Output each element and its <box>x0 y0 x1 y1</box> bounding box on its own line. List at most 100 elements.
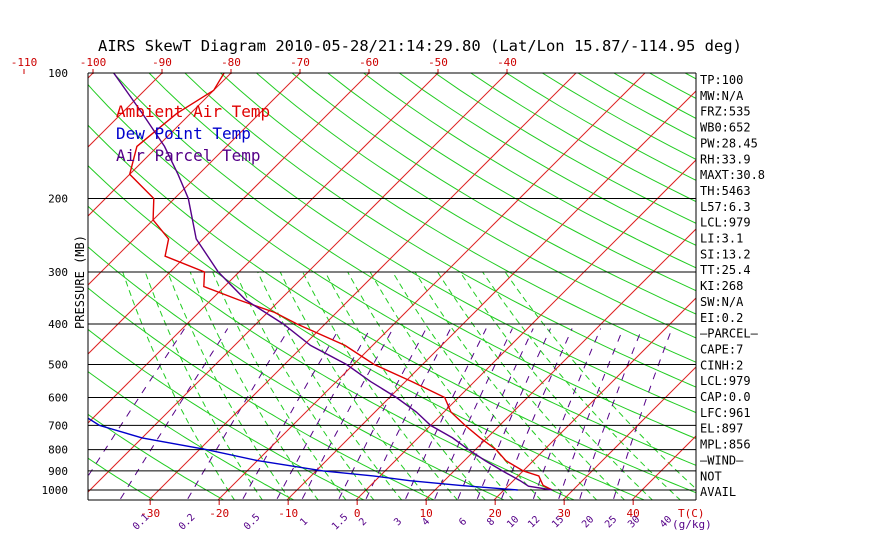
isotherm <box>286 90 696 500</box>
dry-adiabat <box>0 73 14 501</box>
isotherm <box>88 73 508 493</box>
axis-labels: PRESSURE (MB) T(C) (g/kg) <box>73 235 712 531</box>
mixing-ratio-label: 0.2 <box>177 512 198 533</box>
dry-adiabat <box>220 73 696 363</box>
y-axis-label: PRESSURE (MB) <box>73 235 87 329</box>
bottom-temp-tick-label: 10 <box>420 507 433 520</box>
bottom-temp-tick-label: 20 <box>489 507 502 520</box>
isotherm <box>424 228 696 500</box>
moist-adiabat <box>392 271 570 500</box>
dry-adiabat <box>113 73 696 440</box>
bottom-temp-tick-label: 0 <box>354 507 361 520</box>
stability-index-label: NOT <box>700 469 722 483</box>
pressure-tick-label: 400 <box>48 318 68 331</box>
dry-adiabat <box>363 73 696 269</box>
mixing-ratio-line <box>405 328 487 500</box>
mixing-ratio-unit-label: (g/kg) <box>672 518 712 531</box>
isotherm <box>562 366 696 500</box>
bottom-temp-tick-label: -30 <box>140 507 160 520</box>
mixing-ratio-label: 10 <box>505 514 521 530</box>
pressure-tick-label: 300 <box>48 266 68 279</box>
x-axis-unit-label: T(C) <box>678 507 705 520</box>
stability-index-label: TP:100 <box>700 73 743 87</box>
mixing-ratio-line <box>434 328 513 499</box>
isotherm <box>493 297 696 500</box>
dry-adiabat <box>88 164 646 500</box>
stability-index-label: FRZ:535 <box>700 105 751 119</box>
mixing-ratio-label: 3 <box>392 516 404 528</box>
mixing-ratio-line <box>457 328 534 499</box>
top-temp-tick-label: -80 <box>221 56 241 69</box>
stability-index-label: CAP:0.0 <box>700 390 751 404</box>
mixing-ratio-line <box>187 328 290 500</box>
top-temp-tick-label: -90 <box>152 56 172 69</box>
stability-index-label: TH:5463 <box>700 184 751 198</box>
moist-adiabat <box>504 271 696 490</box>
moist-adiabats <box>122 271 696 500</box>
isotherm <box>769 54 870 501</box>
series-line-ambient-air-temp <box>128 73 553 491</box>
stability-index-label: L57:6.3 <box>700 200 751 214</box>
mixing-ratio-line <box>120 328 229 500</box>
pressure-tick-label: 900 <box>48 465 68 478</box>
moist-adiabat <box>414 271 598 500</box>
mixing-ratio-line <box>365 328 452 500</box>
pressure-tick-label: 700 <box>48 419 68 432</box>
top-temp-tick-label: -50 <box>428 56 448 69</box>
stability-index-label: SI:13.2 <box>700 247 751 261</box>
moist-adiabat <box>324 271 486 500</box>
isotherm <box>88 73 301 286</box>
stability-index-label: MW:N/A <box>700 89 744 103</box>
moist-adiabat <box>459 271 654 500</box>
dry-adiabat <box>0 73 84 501</box>
mixing-ratio-label: 0.5 <box>242 512 263 533</box>
moist-adiabat <box>212 271 347 500</box>
dry-adiabat <box>327 73 696 292</box>
stability-index-label: SW:N/A <box>700 295 744 309</box>
mixing-ratio-line <box>88 328 186 478</box>
moist-adiabat <box>437 271 626 500</box>
series-line-dew-point-temp <box>88 417 518 491</box>
stability-index-label: EI:0.2 <box>700 311 743 325</box>
bottom-temp-tick-label: -20 <box>209 507 229 520</box>
pressure-tick-label: 1000 <box>42 484 69 497</box>
isotherm <box>88 73 439 424</box>
mixing-ratio-label: 6 <box>457 516 469 528</box>
legend-dew-point-temp: Dew Point Temp <box>116 124 251 143</box>
mixing-ratio-line <box>501 328 573 499</box>
isotherm <box>88 73 370 355</box>
dry-adiabat <box>291 73 696 315</box>
mixing-ratio-label: 1 <box>298 516 310 528</box>
stability-index-label: —WIND— <box>700 453 744 467</box>
top-temp-tick-label: -100 <box>80 56 107 69</box>
moist-adiabat <box>482 271 681 500</box>
moist-adiabat <box>279 271 431 500</box>
stability-index-label: LI:3.1 <box>700 232 743 246</box>
isotherm <box>88 73 232 217</box>
isotherm <box>148 73 577 500</box>
moist-adiabat <box>122 271 236 500</box>
stability-index-label: KI:268 <box>700 279 743 293</box>
mixing-ratio-label: 2 <box>357 516 369 528</box>
top-temp-tick-label: -110 <box>11 56 38 69</box>
bottom-temp-tick-label: 30 <box>558 507 571 520</box>
stability-index-label: AVAIL <box>700 485 736 499</box>
moist-adiabat <box>144 271 263 500</box>
pressure-tick-label: 500 <box>48 358 68 371</box>
moist-adiabat <box>369 271 542 500</box>
stability-index-label: RH:33.9 <box>700 152 751 166</box>
isotherm <box>217 73 646 500</box>
mixing-ratio-line <box>476 328 551 499</box>
isotherm <box>0 54 43 501</box>
mixing-ratio-line <box>613 328 673 499</box>
mixing-ratio-line <box>338 328 427 500</box>
stability-index-label: WB0:652 <box>700 121 751 135</box>
legend: Ambient Air Temp Dew Point Temp Air Parc… <box>116 102 270 165</box>
dry-adiabat <box>757 73 870 501</box>
mixing-ratio-line <box>276 328 371 500</box>
stability-index-label: CAPE:7 <box>700 342 743 356</box>
isobars <box>88 73 696 491</box>
legend-ambient-air-temp: Ambient Air Temp <box>116 102 270 121</box>
